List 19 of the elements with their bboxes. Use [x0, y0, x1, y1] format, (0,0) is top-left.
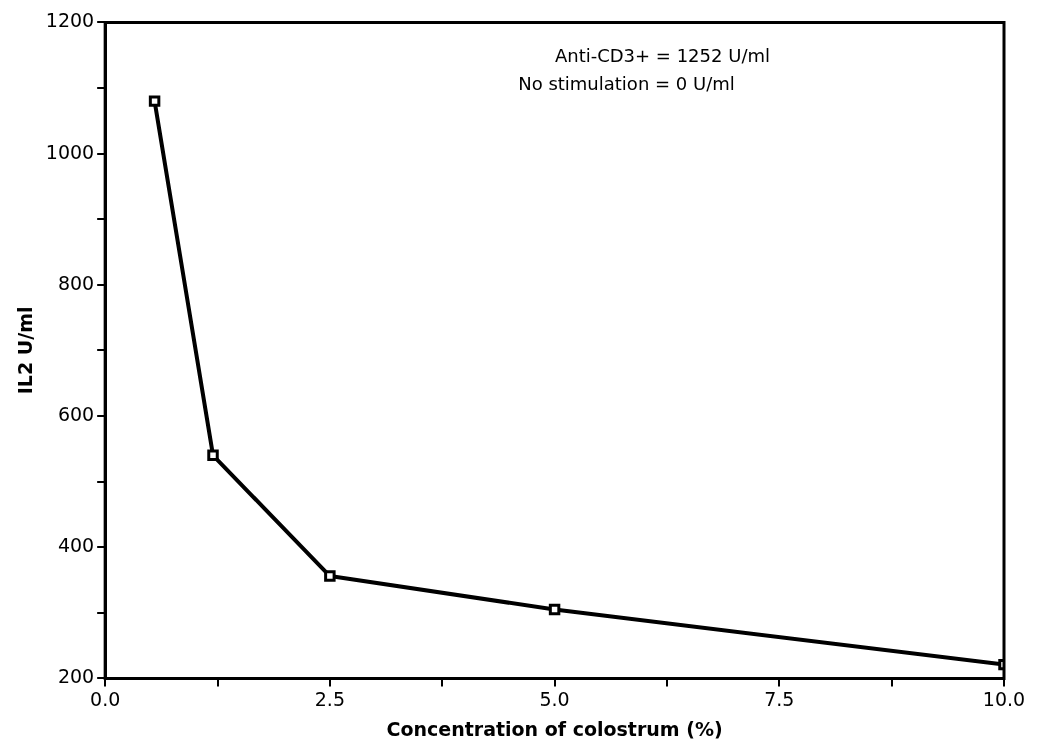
x-tick-label: 10.0	[982, 687, 1026, 710]
x-tick-label: 7.5	[764, 687, 795, 710]
y-axis-title: IL2 U/ml	[14, 306, 37, 395]
x-axis-title: Concentration of colostrum (%)	[386, 717, 723, 740]
x-tick-label: 0.0	[90, 687, 121, 710]
annotation: Anti-CD3+ = 1252 U/ml	[554, 45, 770, 67]
y-tick-label: 1000	[45, 140, 95, 163]
y-tick-label: 600	[57, 402, 95, 425]
x-tick-label: 5.0	[539, 687, 570, 710]
point	[148, 95, 161, 107]
y-tick-label: 800	[57, 271, 95, 294]
y-tick-label: 1200	[45, 9, 95, 32]
y-tick-label: 400	[57, 534, 95, 557]
x-tick-label: 2.5	[314, 687, 345, 710]
point	[548, 603, 561, 616]
y-tick-label: 200	[57, 665, 95, 688]
annotation: No stimulation = 0 U/ml	[518, 73, 735, 95]
point	[207, 449, 219, 462]
point	[324, 570, 336, 582]
